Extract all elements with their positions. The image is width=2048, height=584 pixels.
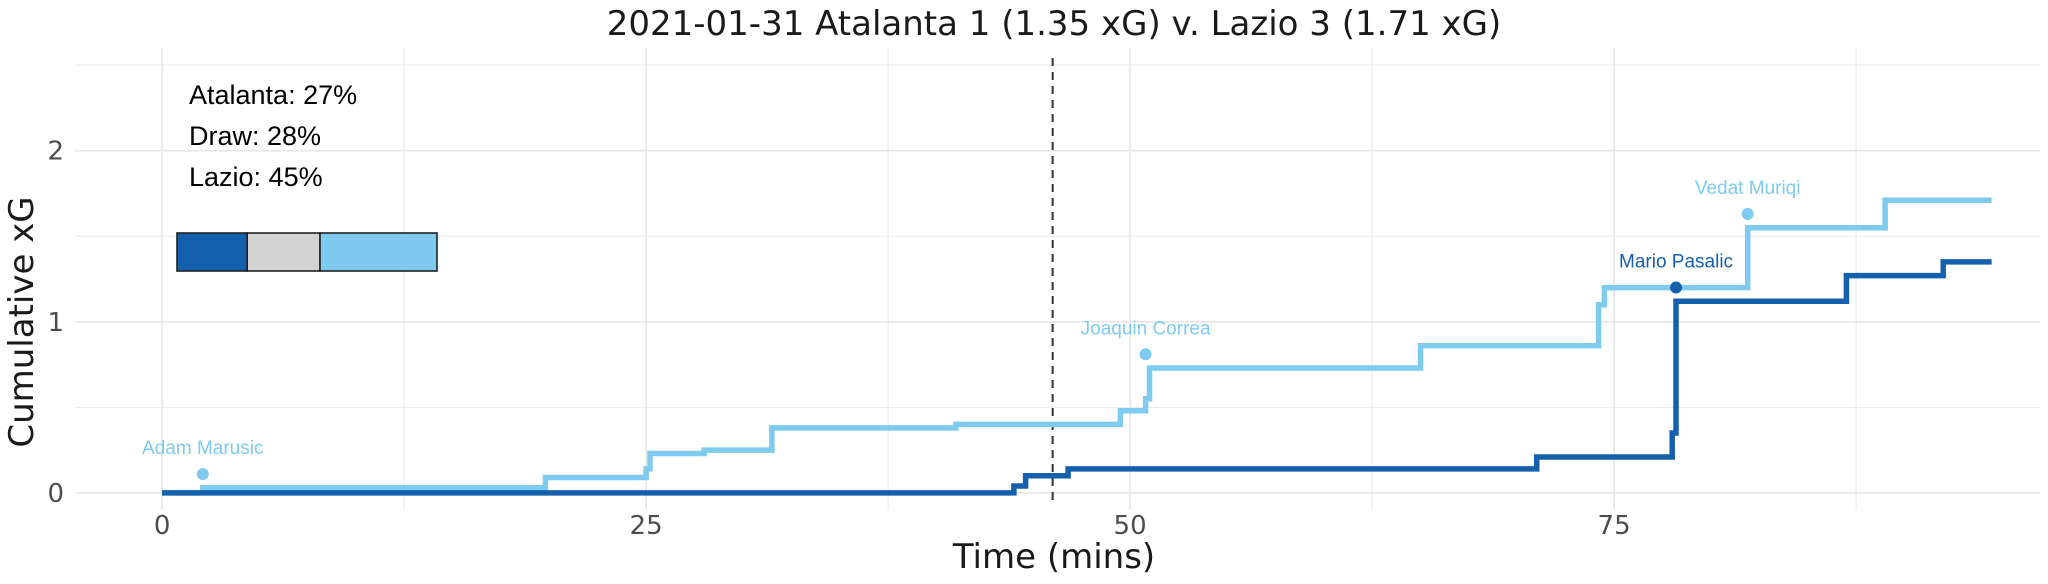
goal-label: Mario Pasalic bbox=[1619, 252, 1733, 273]
y-tick-label: 2 bbox=[47, 137, 64, 167]
series-line-atalanta bbox=[162, 259, 1992, 496]
x-tick-label: 75 bbox=[1598, 511, 1631, 541]
series-line-lazio bbox=[162, 197, 1992, 496]
goal-label: Adam Marusic bbox=[142, 438, 263, 459]
y-tick-label: 0 bbox=[47, 479, 64, 509]
grid-layer bbox=[75, 48, 2040, 510]
goal-marker bbox=[196, 468, 209, 481]
chart-title: 2021-01-31 Atalanta 1 (1.35 xG) v. Lazio… bbox=[607, 4, 1502, 44]
goal-label: Vedat Muriqi bbox=[1695, 178, 1801, 199]
series-layer bbox=[162, 197, 1992, 496]
probability-layer: Atalanta: 27% Draw: 28% Lazio: 45% bbox=[176, 80, 438, 272]
probability-bar-draw bbox=[246, 232, 321, 272]
goal-marker bbox=[1741, 207, 1754, 220]
probability-bar-lazio bbox=[319, 232, 438, 272]
y-axis-label: Cumulative xG bbox=[2, 196, 42, 447]
probability-text: Lazio: 45% bbox=[189, 162, 323, 192]
x-axis-label: Time (mins) bbox=[952, 537, 1155, 577]
goal-marker bbox=[1670, 281, 1683, 294]
goals-layer: Adam Marusic Joaquin Correa Mario Pasalic V… bbox=[142, 178, 1801, 481]
y-tick-labels: 0 1 2 bbox=[47, 137, 64, 509]
goal-label: Joaquin Correa bbox=[1081, 318, 1211, 339]
x-tick-labels: 0 25 50 75 bbox=[154, 511, 1631, 541]
probability-text: Atalanta: 27% bbox=[189, 80, 357, 110]
probability-text: Draw: 28% bbox=[189, 121, 321, 151]
x-tick-label: 50 bbox=[1114, 511, 1147, 541]
x-tick-label: 0 bbox=[154, 511, 171, 541]
goal-marker bbox=[1139, 348, 1152, 361]
probability-bar-atalanta bbox=[176, 232, 248, 272]
y-tick-label: 1 bbox=[47, 308, 64, 338]
x-tick-label: 25 bbox=[630, 511, 663, 541]
